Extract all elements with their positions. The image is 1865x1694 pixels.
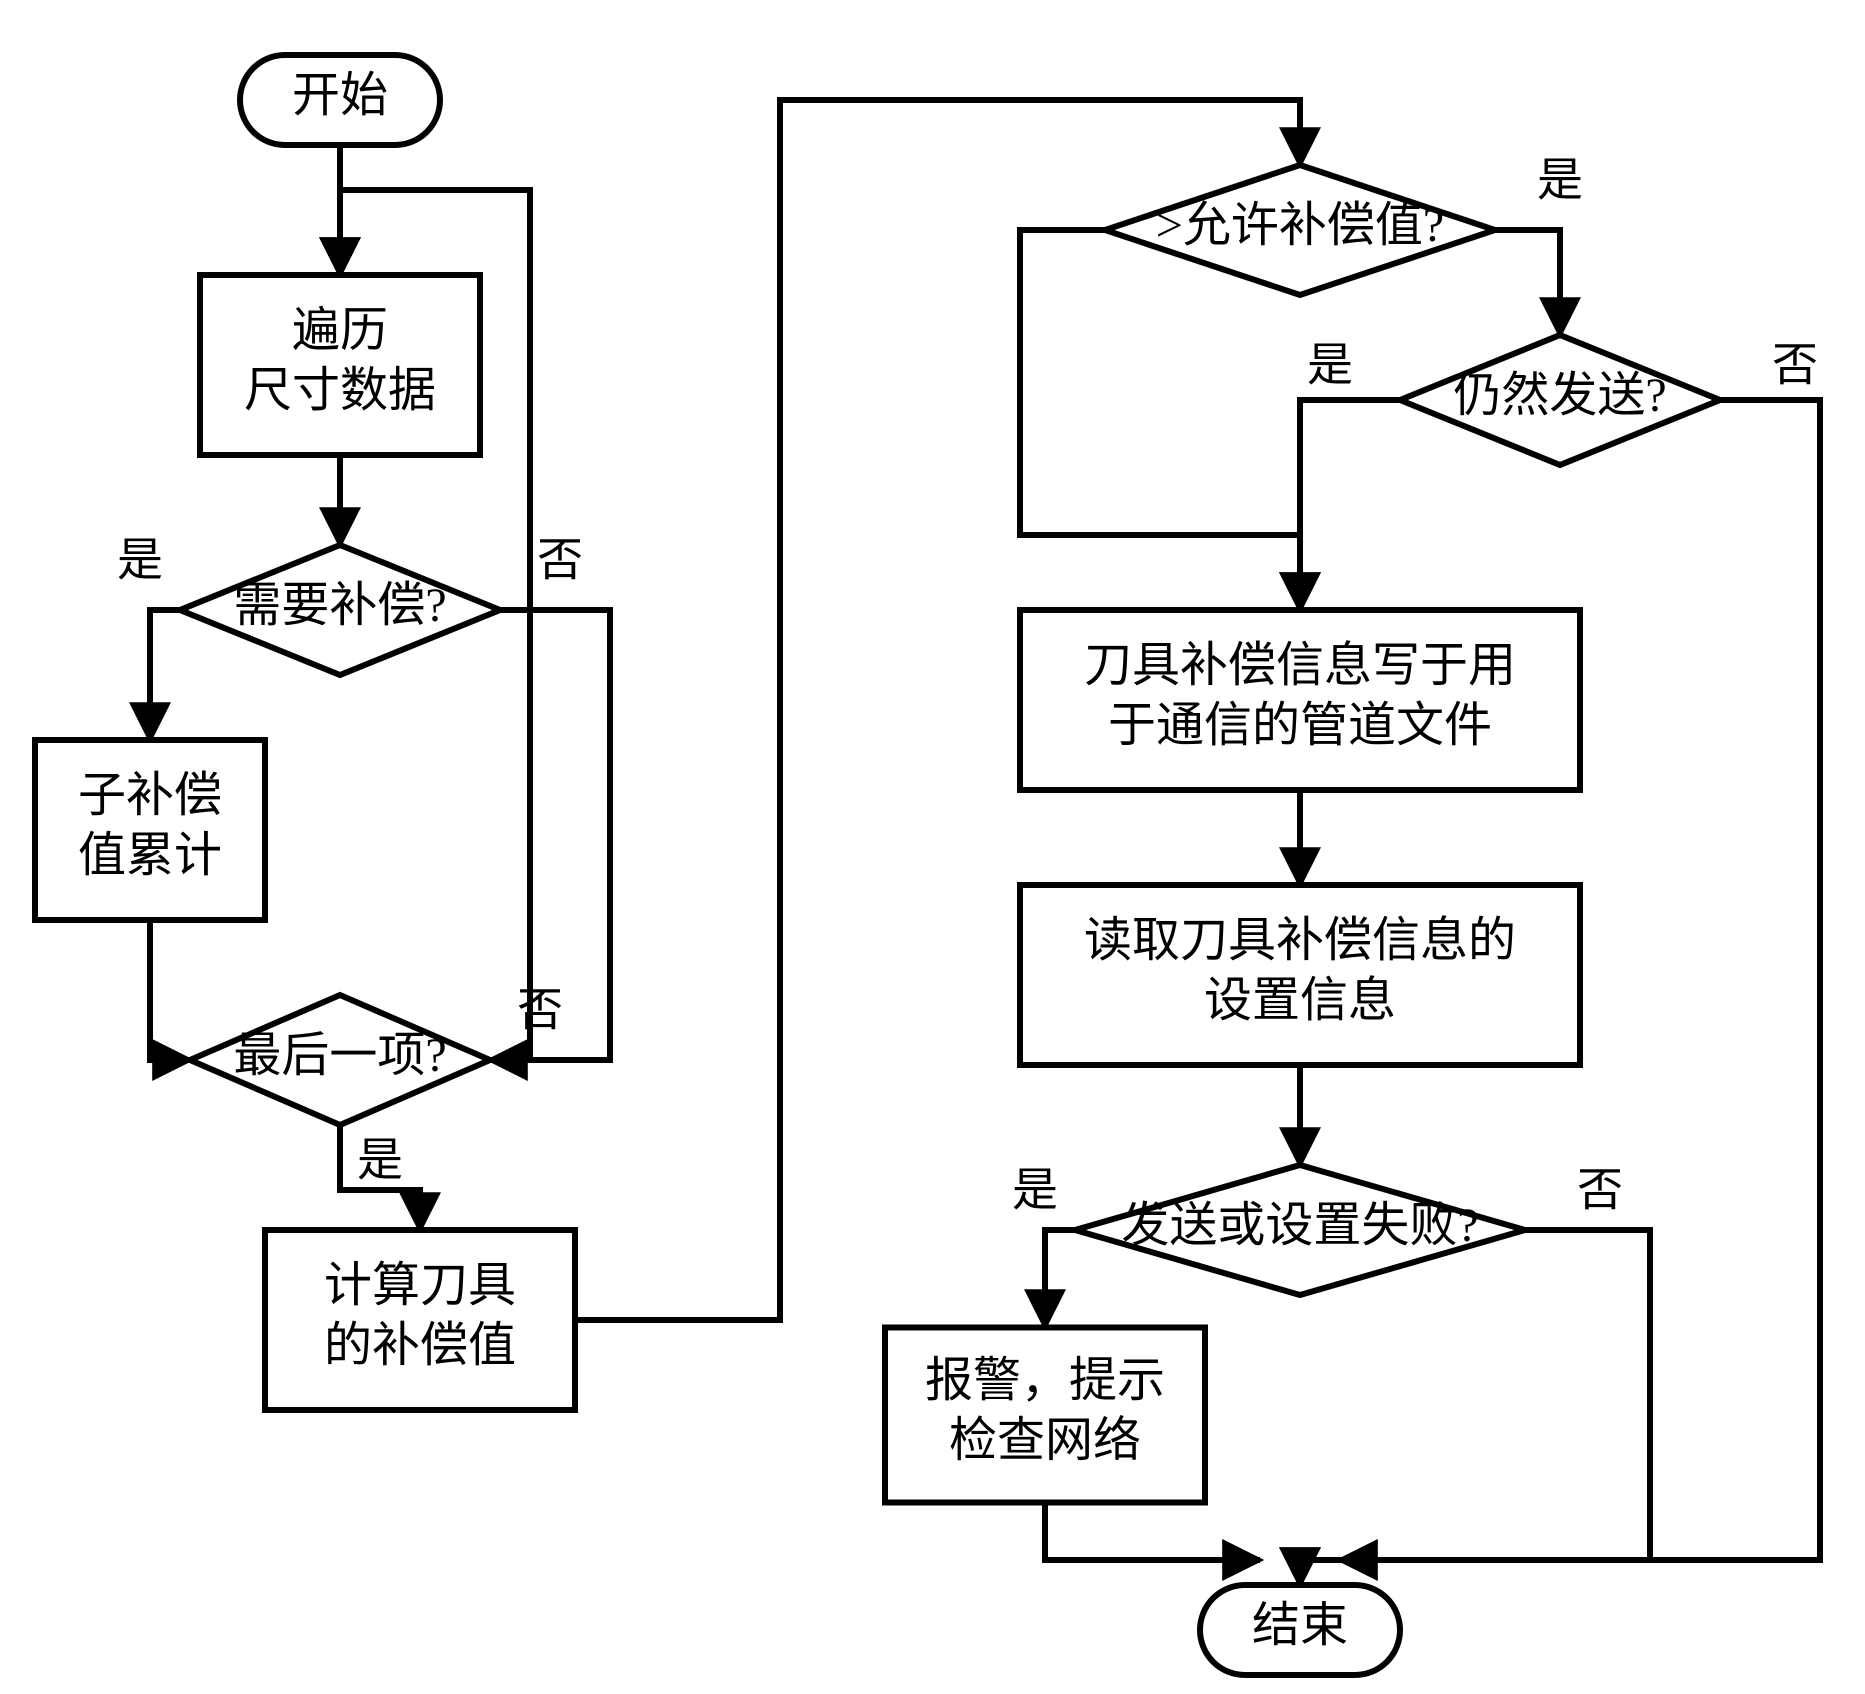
node-lastItem: 最后一项?: [190, 995, 490, 1125]
e-need-yes-label: 是: [117, 535, 163, 586]
e-still-yes-label: 是: [1307, 340, 1353, 391]
svg-text:检查网络: 检查网络: [949, 1414, 1141, 1467]
svg-text:开始: 开始: [292, 69, 388, 122]
node-writePipe: 刀具补偿信息写于用于通信的管道文件: [1020, 610, 1580, 790]
e-still-no-label: 否: [1772, 340, 1818, 391]
e-still-yes: [1300, 400, 1400, 610]
node-subAcc: 子补偿值累计: [35, 740, 265, 920]
svg-text:读取刀具补偿信息的: 读取刀具补偿信息的: [1084, 914, 1516, 967]
node-calcComp: 计算刀具的补偿值: [265, 1230, 575, 1410]
svg-text:刀具补偿信息写于用: 刀具补偿信息写于用: [1084, 639, 1516, 692]
svg-text:设置信息: 设置信息: [1204, 974, 1396, 1027]
e-gt-yes: [1495, 230, 1560, 335]
e-need-no-label: 否: [537, 535, 583, 586]
node-readSet: 读取刀具补偿信息的设置信息: [1020, 885, 1580, 1065]
svg-text:最后一项?: 最后一项?: [233, 1029, 446, 1082]
svg-text:的补偿值: 的补偿值: [324, 1319, 516, 1372]
svg-text:子补偿: 子补偿: [78, 769, 222, 822]
svg-text:报警，提示: 报警，提示: [925, 1354, 1165, 1407]
svg-text:结束: 结束: [1252, 1599, 1348, 1652]
node-sendFail: 发送或设置失败?: [1075, 1165, 1525, 1295]
e-need-yes: [150, 610, 180, 740]
node-needComp: 需要补偿?: [180, 545, 500, 675]
svg-text:于通信的管道文件: 于通信的管道文件: [1108, 699, 1492, 752]
node-traverse: 遍历尺寸数据: [200, 275, 480, 455]
e-alarm-end: [1045, 1502, 1260, 1560]
svg-text:尺寸数据: 尺寸数据: [244, 364, 436, 417]
e-fail-no: [1340, 1230, 1650, 1560]
svg-text:仍然发送?: 仍然发送?: [1453, 369, 1666, 422]
node-gtAllow: >允许补偿值?: [1105, 165, 1495, 295]
svg-text:遍历: 遍历: [292, 304, 388, 357]
e-fail-no-label: 否: [1577, 1165, 1623, 1216]
svg-text:值累计: 值累计: [78, 829, 222, 882]
e-lastno-loop-label: 否: [517, 985, 563, 1036]
node-start: 开始: [240, 55, 440, 145]
svg-text:>允许补偿值?: >允许补偿值?: [1156, 199, 1444, 252]
node-end: 结束: [1200, 1585, 1400, 1675]
node-alarm: 报警，提示检查网络: [885, 1328, 1205, 1503]
e-fail-yes: [1045, 1230, 1075, 1327]
svg-text:需要补偿?: 需要补偿?: [233, 579, 446, 632]
e-gt-no-merge: [1020, 230, 1300, 610]
e-gt-yes-label: 是: [1537, 155, 1583, 206]
e-fail-yes-label: 是: [1012, 1165, 1058, 1216]
svg-text:计算刀具: 计算刀具: [324, 1259, 516, 1312]
e-sub-merge: [150, 920, 190, 1060]
svg-text:发送或设置失败?: 发送或设置失败?: [1121, 1199, 1478, 1252]
e-lastyes-calc-label: 是: [357, 1135, 403, 1186]
node-stillSend: 仍然发送?: [1400, 335, 1720, 465]
